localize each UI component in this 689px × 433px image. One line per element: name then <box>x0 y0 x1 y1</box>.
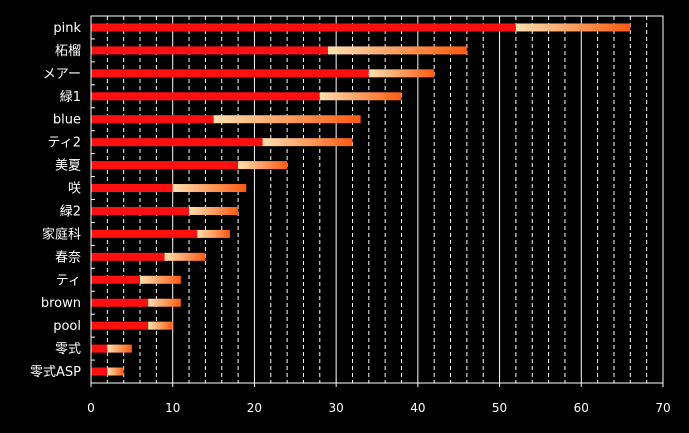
category-label-5: ティ2 <box>48 136 82 151</box>
bar-2-14 <box>107 344 132 353</box>
bar-2-15 <box>107 367 124 376</box>
x-tick-labels: 0 10 20 30 40 50 60 70 <box>87 401 670 415</box>
x-tick-label-70: 70 <box>655 401 670 415</box>
category-label-6: 美夏 <box>55 159 81 174</box>
bar-1-13 <box>91 321 149 330</box>
category-label-11: ティ <box>56 273 81 288</box>
x-tick-label-50: 50 <box>492 401 507 415</box>
bar-2-4 <box>213 115 361 124</box>
bar-1-7 <box>91 184 173 193</box>
bar-2-11 <box>140 275 181 284</box>
bar-1-8 <box>91 206 190 215</box>
category-label-9: 家庭科 <box>42 226 81 242</box>
bar-1-1 <box>91 46 328 55</box>
bar-2-2 <box>368 69 435 78</box>
bar-1-4 <box>91 115 214 124</box>
bar-2-13 <box>148 321 173 330</box>
bar-1-12 <box>91 298 149 307</box>
bar-2-12 <box>148 298 181 307</box>
bar-2-10 <box>164 252 206 261</box>
category-label-4: blue <box>53 113 81 128</box>
x-tick-label-60: 60 <box>574 401 589 415</box>
x-tick-label-0: 0 <box>87 401 95 415</box>
bar-1-0 <box>91 23 516 32</box>
category-label-13: pool <box>53 319 81 334</box>
bar-2-1 <box>327 46 467 55</box>
bar-2-8 <box>189 206 239 215</box>
bar-1-10 <box>91 252 165 261</box>
bar-2-9 <box>197 229 230 238</box>
grid-lines <box>106 16 664 383</box>
bar-1-5 <box>91 138 263 147</box>
bar-1-3 <box>91 92 320 101</box>
x-tick-label-40: 40 <box>410 401 425 415</box>
axes <box>90 15 664 387</box>
bar-1-6 <box>91 161 239 170</box>
category-label-12: brown <box>41 296 81 311</box>
bar-1-15 <box>91 367 108 376</box>
bar-1-11 <box>91 275 141 284</box>
x-tick-label-10: 10 <box>165 401 180 415</box>
x-tick-label-30: 30 <box>329 401 344 415</box>
bar-1-14 <box>91 344 108 353</box>
bar-2-7 <box>172 184 247 193</box>
category-label-10: 春奈 <box>55 250 81 265</box>
category-label-3: 緑1 <box>60 90 81 105</box>
category-label-14: 零式 <box>55 342 81 357</box>
category-label-0: pink <box>53 21 81 36</box>
bar-2-5 <box>262 138 353 147</box>
category-label-2: メアー <box>43 67 81 82</box>
category-label-1: 柘榴 <box>55 44 81 59</box>
bar-2-6 <box>238 161 288 170</box>
bar-1-9 <box>91 229 198 238</box>
category-label-7: 咲 <box>68 181 81 197</box>
bar-1-2 <box>91 69 369 78</box>
x-tick-label-20: 20 <box>247 401 262 415</box>
bars <box>91 23 631 376</box>
category-label-15: 零式ASP <box>30 365 81 380</box>
category-label-8: 緑2 <box>60 204 81 219</box>
bar-2-3 <box>319 92 402 101</box>
bar-2-0 <box>515 23 631 32</box>
